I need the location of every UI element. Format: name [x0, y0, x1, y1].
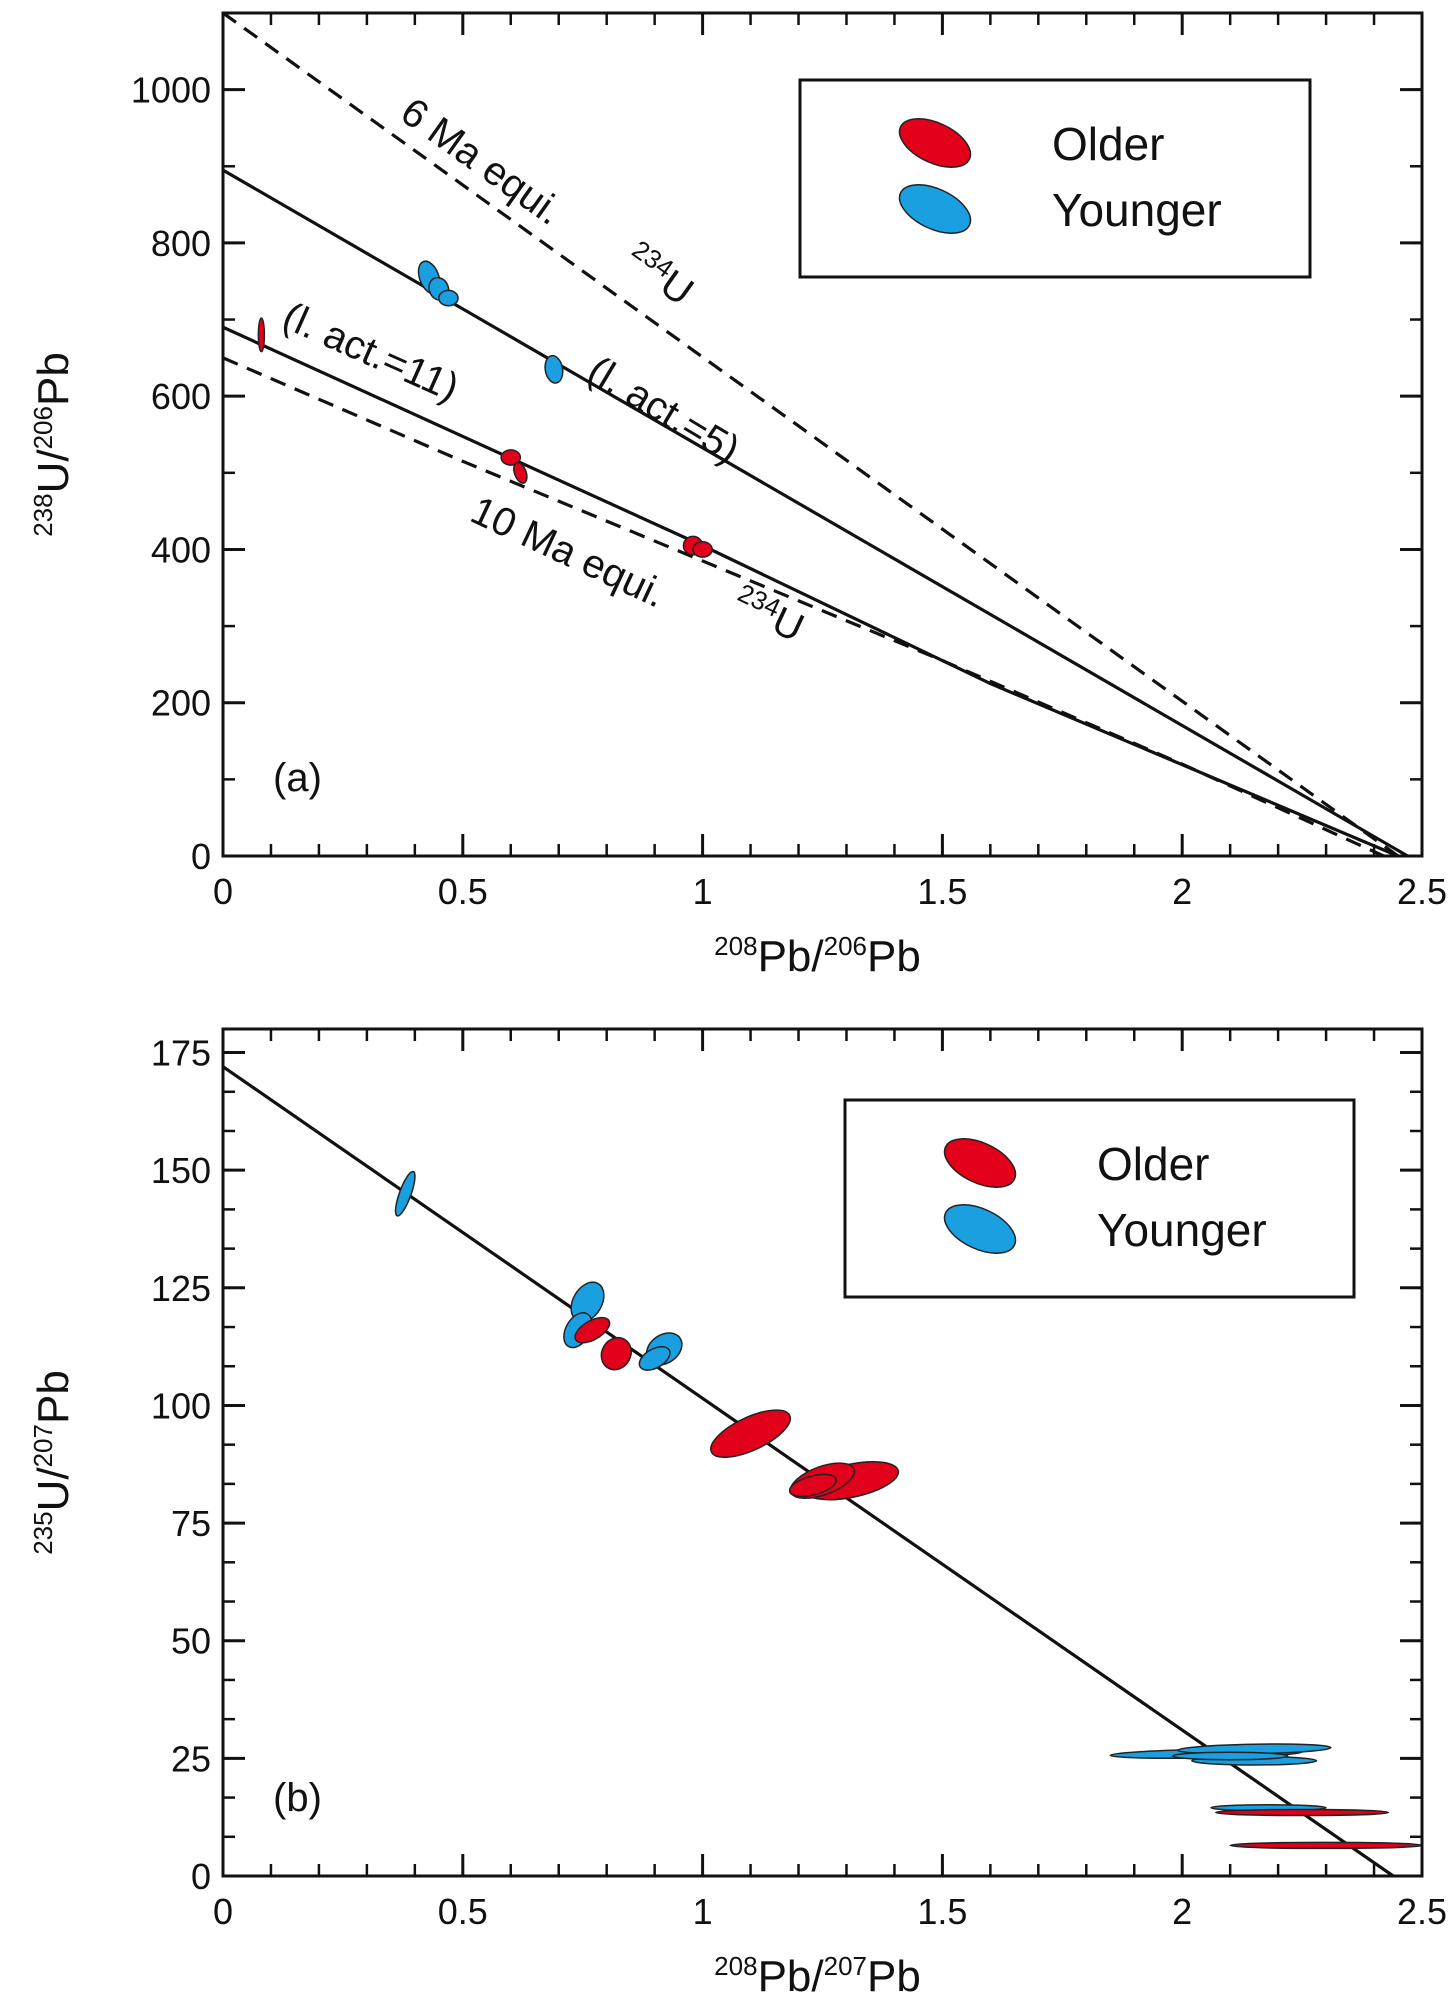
- data-ellipse-younger: [394, 1170, 416, 1217]
- data-ellipse-older: [1215, 1808, 1390, 1817]
- plot-frame: [221, 11, 1424, 858]
- panel-label: (a): [273, 756, 322, 800]
- y-label-sup1: 238: [28, 493, 58, 536]
- data-ellipse-younger: [544, 354, 564, 384]
- legend-label-older: Older: [1097, 1138, 1209, 1190]
- panel-label: (b): [273, 1776, 322, 1820]
- annotation-10ma: 10 Ma equi.: [464, 488, 672, 616]
- legend-label-older: Older: [1052, 118, 1164, 170]
- x-label-sup1: 208: [714, 1951, 757, 1981]
- x-label-sup2: 207: [824, 1951, 867, 1981]
- y-tick-label: 125: [151, 1268, 211, 1309]
- legend-box: [798, 78, 1312, 279]
- data-ellipse-older: [257, 317, 266, 353]
- x-tick-label: 0.5: [438, 1891, 488, 1932]
- y-tick-label: 1000: [131, 70, 211, 111]
- series-line-10-ma-equi-234u: [223, 356, 1385, 856]
- x-label-text1: Pb/: [758, 932, 825, 981]
- y-tick-label: 0: [191, 1856, 211, 1897]
- y-label-text1: U/: [29, 449, 78, 494]
- annotation-6ma-isotope: 234U: [617, 234, 703, 314]
- y-axis-label: 235U/207Pb: [28, 1370, 78, 1555]
- legend-swatch-younger: [898, 184, 972, 234]
- x-label-sup1: 208: [714, 931, 757, 961]
- y-label-text2: Pb: [29, 1370, 78, 1424]
- data-ellipse-younger: [638, 1345, 671, 1371]
- y-tick-label: 75: [171, 1503, 211, 1544]
- y-tick-label: 150: [151, 1150, 211, 1191]
- x-tick-label: 2: [1172, 871, 1192, 912]
- data-ellipse-older: [600, 1336, 632, 1371]
- x-label-text2: Pb: [867, 1952, 921, 2001]
- plot-area: [223, 13, 1409, 856]
- y-label-sup2: 207: [28, 1424, 58, 1467]
- y-tick-label: 600: [151, 376, 211, 417]
- y-tick-label: 175: [151, 1033, 211, 1074]
- x-label-text1: Pb/: [758, 1952, 825, 2001]
- y-label-text1: U/: [29, 1467, 78, 1512]
- x-label-sup2: 206: [824, 931, 867, 961]
- series-line-l-act-11: [223, 325, 1399, 856]
- y-label-sup1: 235: [28, 1511, 58, 1554]
- x-tick-label: 1.5: [917, 1891, 967, 1932]
- y-tick-label: 0: [191, 836, 211, 877]
- series-line-l-act-5: [223, 168, 1409, 856]
- y-tick-label: 200: [151, 683, 211, 724]
- x-tick-label: 1: [693, 871, 713, 912]
- annotation-10ma-isotope: 234U: [726, 578, 811, 651]
- x-tick-label: 2: [1172, 1891, 1192, 1932]
- x-tick-label: 1: [693, 1891, 713, 1932]
- y-label-sup2: 206: [28, 406, 58, 449]
- plot-frame: [221, 1027, 1424, 1878]
- y-tick-label: 800: [151, 223, 211, 264]
- y-tick-label: 50: [171, 1621, 211, 1662]
- data-ellipse-younger: [1171, 1751, 1289, 1761]
- x-tick-label: 0: [213, 1891, 233, 1932]
- y-axis-label: 238U/206Pb: [28, 352, 78, 537]
- legend-swatch-older: [898, 118, 972, 168]
- y-tick-label: 400: [151, 529, 211, 570]
- x-tick-label: 0.5: [438, 871, 488, 912]
- y-tick-label: 100: [151, 1385, 211, 1426]
- panel-a: 0 0.5 1 1.5 2 2.502004006008001000208Pb/206Pb…: [28, 11, 1447, 981]
- legend: Older Younger: [843, 1098, 1356, 1299]
- series-line-6-ma-equi-234u: [223, 13, 1399, 856]
- y-tick-label: 25: [171, 1738, 211, 1779]
- data-ellipse-older: [710, 1409, 792, 1458]
- annotation-6ma: 6 Ma equi.: [393, 90, 571, 234]
- data-ellipse-older: [500, 449, 522, 466]
- data-ellipse-older: [1229, 1841, 1422, 1850]
- data-ellipse-older: [513, 461, 528, 484]
- y-label-text2: Pb: [29, 352, 78, 406]
- x-tick-label: 2.5: [1397, 871, 1447, 912]
- annotation-lact5: (l. act.=5): [580, 348, 747, 472]
- legend-swatch-older: [943, 1138, 1017, 1188]
- x-tick-label: 0: [213, 871, 233, 912]
- x-axis-label: 208Pb/207Pb: [714, 1951, 921, 2001]
- x-tick-label: 1.5: [917, 871, 967, 912]
- data-ellipse-older: [574, 1316, 611, 1344]
- legend-swatch-younger: [943, 1204, 1017, 1254]
- legend: Older Younger: [798, 78, 1312, 279]
- x-tick-label: 2.5: [1397, 1891, 1447, 1932]
- data-ellipse-older: [692, 541, 713, 558]
- legend-label-younger: Younger: [1097, 1204, 1267, 1256]
- plot-area: [223, 1065, 1422, 1876]
- x-label-text2: Pb: [867, 932, 921, 981]
- x-axis-label: 208Pb/206Pb: [714, 931, 921, 981]
- panel-b: 0 0.5 1 1.5 2 2.5 0 25 50 75 100 125 150 175 208Pb/207…: [28, 1027, 1447, 2001]
- legend-label-younger: Younger: [1052, 184, 1222, 236]
- legend-box: [843, 1098, 1356, 1299]
- data-ellipse-older: [788, 1473, 837, 1498]
- data-ellipse-younger: [438, 289, 459, 307]
